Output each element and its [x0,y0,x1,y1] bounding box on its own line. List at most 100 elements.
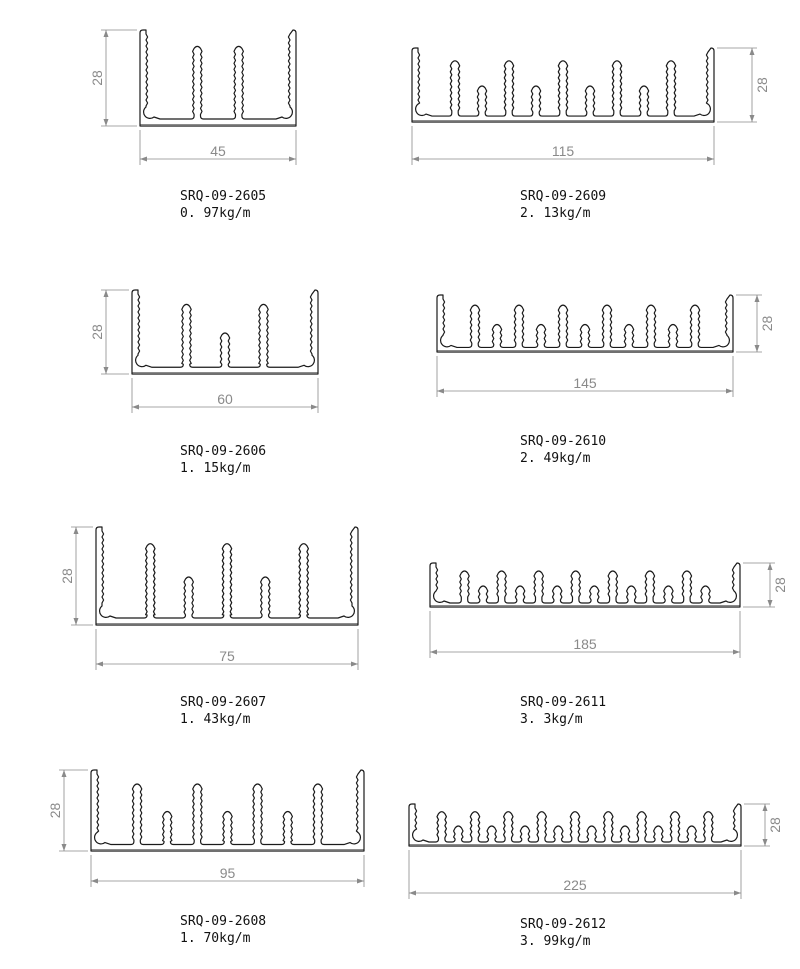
caption-srq-09-2610: SRQ-09-2610 2. 49kg/m [520,433,606,467]
profile-code: SRQ-09-2609 [520,189,607,204]
width-dimension: 45 [139,130,297,165]
arrowhead [430,649,437,655]
arrowhead [96,661,103,667]
profile-outline [408,803,742,847]
width-dimension: 75 [95,629,359,670]
arrowhead [61,844,67,851]
arrowhead [734,890,741,896]
profile-outline [95,526,359,626]
arrowhead [749,115,755,122]
profile-code: SRQ-09-2610 [520,434,607,449]
arrowhead [733,649,740,655]
height-dimension: 28 [744,803,783,847]
arrowhead [409,890,416,896]
profile-weight: 2. 13kg/m [520,206,591,221]
caption-srq-09-2611: SRQ-09-2611 3. 3kg/m [520,694,606,728]
width-dimension: 60 [131,378,319,413]
arrowhead [73,618,79,625]
profile-outline [429,562,741,608]
width-dimension: 225 [408,850,742,899]
height-label: 28 [59,568,75,584]
profile-code: SRQ-09-2606 [180,444,267,459]
profile-weight: 1. 70kg/m [180,931,251,946]
width-dimension: 95 [90,855,365,887]
profile-weight: 3. 99kg/m [520,934,591,949]
height-dimension: 28 [736,294,775,353]
profile-srq-09-2608: 95 28 [47,769,365,887]
profile-weight: 2. 49kg/m [520,451,591,466]
arrowhead [311,404,318,410]
height-dimension: 28 [59,526,93,626]
profile-outline [139,29,297,127]
caption-srq-09-2609: SRQ-09-2609 2. 13kg/m [520,188,606,222]
profile-code: SRQ-09-2611 [520,695,607,710]
arrowhead [749,48,755,55]
profile-weight: 1. 43kg/m [180,712,251,727]
arrowhead [437,388,444,394]
arrowhead [103,290,109,297]
width-label: 95 [220,865,236,881]
profile-code: SRQ-09-2605 [180,189,267,204]
arrowhead [707,156,714,162]
arrowhead [767,600,773,607]
width-dimension: 115 [411,126,715,165]
height-dimension: 28 [717,47,770,123]
arrowhead [103,119,109,126]
width-label: 60 [217,391,233,407]
width-label: 75 [219,648,235,664]
height-label: 28 [759,316,775,332]
profile-outline [411,47,715,123]
arrowhead [140,156,147,162]
arrowhead [61,770,67,777]
arrowhead [412,156,419,162]
width-dimension: 185 [429,611,741,658]
caption-srq-09-2608: SRQ-09-2608 1. 70kg/m [180,913,266,947]
arrowhead [132,404,139,410]
arrowhead [289,156,296,162]
height-label: 28 [89,70,105,86]
caption-srq-09-2606: SRQ-09-2606 1. 15kg/m [180,443,266,477]
height-dimension: 28 [743,562,788,608]
width-label: 45 [210,143,226,159]
profile-srq-09-2611: 185 28 [429,562,788,658]
profile-outline [436,294,734,353]
caption-srq-09-2605: SRQ-09-2605 0. 97kg/m [180,188,266,222]
width-label: 145 [573,375,597,391]
profile-srq-09-2612: 225 28 [408,803,783,899]
width-label: 115 [552,143,575,159]
arrowhead [762,804,768,811]
profile-srq-09-2606: 60 28 [89,289,319,413]
height-label: 28 [89,324,105,340]
caption-srq-09-2612: SRQ-09-2612 3. 99kg/m [520,916,606,950]
profile-outline [90,769,365,852]
arrowhead [351,661,358,667]
caption-srq-09-2607: SRQ-09-2607 1. 43kg/m [180,694,266,728]
profile-weight: 3. 3kg/m [520,712,583,727]
width-label: 185 [573,636,597,652]
profile-srq-09-2609: 115 28 [411,47,770,165]
width-label: 225 [563,877,587,893]
arrowhead [754,295,760,302]
profile-outline [131,289,319,375]
profile-srq-09-2605: 45 28 [89,29,297,165]
width-dimension: 145 [436,356,734,397]
profile-code: SRQ-09-2612 [520,917,607,932]
height-label: 28 [754,77,770,93]
height-dimension: 28 [89,289,129,375]
arrowhead [103,30,109,37]
arrowhead [357,878,364,884]
profile-srq-09-2610: 145 28 [436,294,775,397]
arrowhead [73,527,79,534]
height-dimension: 28 [89,29,137,127]
profile-code: SRQ-09-2608 [180,914,267,929]
arrowhead [754,345,760,352]
profile-srq-09-2607: 75 28 [59,526,359,670]
height-dimension: 28 [47,769,88,852]
arrowhead [103,367,109,374]
profile-weight: 1. 15kg/m [180,461,251,476]
height-label: 28 [767,817,783,833]
profile-code: SRQ-09-2607 [180,695,267,710]
height-label: 28 [47,803,63,819]
